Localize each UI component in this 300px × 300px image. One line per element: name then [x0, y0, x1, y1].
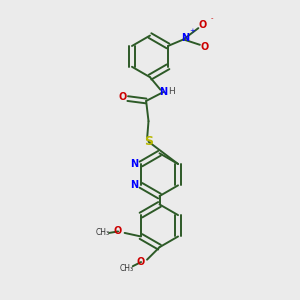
Text: CH₃: CH₃	[96, 227, 110, 236]
Text: O: O	[114, 226, 122, 236]
Text: H: H	[168, 87, 175, 96]
Text: O: O	[118, 92, 127, 102]
Text: N: N	[159, 87, 167, 97]
Text: CH₃: CH₃	[119, 264, 133, 273]
Text: N: N	[130, 180, 139, 190]
Text: S: S	[144, 135, 153, 148]
Text: O: O	[199, 20, 207, 30]
Text: O: O	[201, 42, 209, 52]
Text: -: -	[211, 16, 213, 22]
Text: N: N	[130, 159, 139, 169]
Text: +: +	[189, 28, 195, 34]
Text: N: N	[181, 33, 189, 43]
Text: O: O	[137, 257, 145, 267]
